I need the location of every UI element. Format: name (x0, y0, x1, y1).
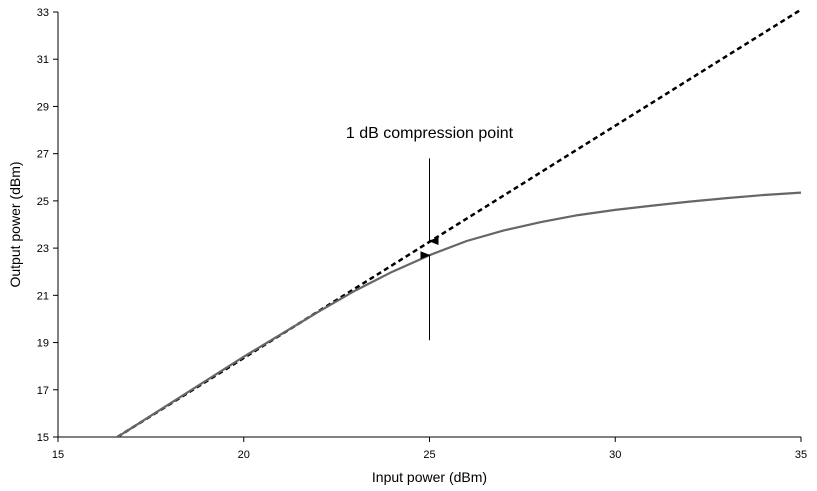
y-tick-label: 25 (37, 196, 49, 208)
series-layer (116, 8, 802, 439)
y-axis-title: Output power (dBm) (7, 161, 23, 287)
linear-extrapolation-line (116, 8, 802, 439)
x-tick-label: 35 (795, 449, 807, 461)
y-tick-label: 27 (37, 149, 49, 161)
y-tick-label: 23 (37, 243, 49, 255)
axes: 15 17 19 21 23 25 27 29 31 33 15 20 25 30 35 (37, 7, 807, 461)
y-tick-label: 21 (37, 290, 49, 302)
y-tick-label: 29 (37, 101, 49, 113)
compression-point-label: 1 dB compression point (346, 125, 514, 142)
x-tick-label: 30 (609, 449, 621, 461)
x-axis-title: Input power (dBm) (372, 469, 487, 485)
y-tick-label: 33 (37, 7, 49, 19)
y-tick-label: 17 (37, 385, 49, 397)
y-tick-label: 31 (37, 54, 49, 66)
annotation-layer: 1 dB compression point (346, 125, 514, 341)
x-tick-label: 15 (52, 449, 64, 461)
x-tick-label: 25 (423, 449, 435, 461)
y-tick-label: 15 (37, 432, 49, 444)
output-power-line (116, 191, 802, 438)
x-tick-label: 20 (238, 449, 250, 461)
y-tick-label: 19 (37, 338, 49, 350)
